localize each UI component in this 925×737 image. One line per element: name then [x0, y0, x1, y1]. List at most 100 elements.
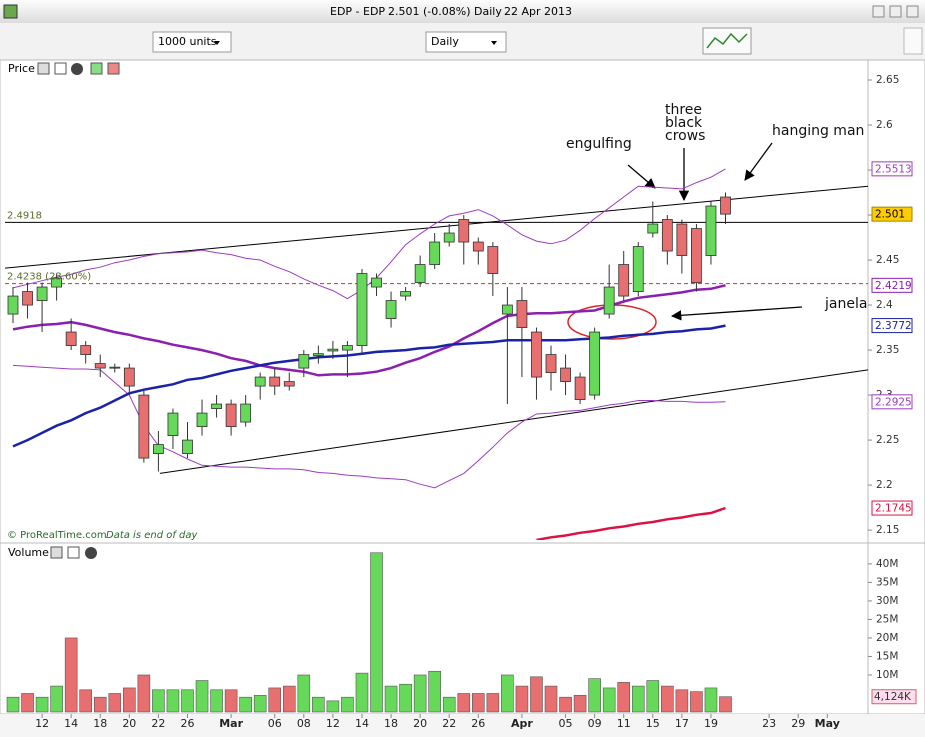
x-tick-label: 26 — [180, 717, 194, 730]
x-tick-label: May — [815, 717, 840, 730]
close-icon[interactable] — [85, 547, 97, 559]
volume-bar — [50, 685, 63, 713]
down-icon[interactable] — [107, 62, 120, 75]
dropdown-arrow — [491, 41, 497, 45]
volume-bar — [588, 678, 601, 713]
minimize-button[interactable] — [872, 5, 885, 18]
volume-bar — [370, 552, 383, 713]
x-tick-label: 29 — [791, 717, 805, 730]
candle-body — [385, 300, 397, 319]
volume-bar — [384, 685, 398, 713]
annotation: black — [665, 115, 703, 131]
volume-bar — [501, 674, 514, 713]
window-icon[interactable] — [54, 62, 67, 75]
candle-body — [211, 403, 222, 409]
candle-body — [7, 295, 19, 315]
x-tick-label: 14 — [355, 717, 369, 730]
last-value-label: 2.1745 — [875, 503, 912, 515]
candle-body — [400, 291, 412, 297]
dropdown-arrow — [214, 41, 220, 45]
volume-bar — [544, 685, 558, 713]
x-tick-label: 12 — [326, 717, 340, 730]
indicator-button[interactable] — [702, 27, 752, 55]
candle-body — [618, 264, 630, 297]
volume-bar — [442, 696, 456, 713]
window-icon[interactable] — [67, 546, 80, 559]
maximize-button[interactable] — [889, 5, 902, 18]
candle-body — [342, 345, 353, 351]
volume-bar — [675, 689, 689, 713]
volume-bar — [210, 689, 223, 713]
tool-icon[interactable] — [50, 546, 63, 559]
y-tick-label: 35M — [876, 576, 898, 588]
candle-body — [691, 228, 702, 283]
level-label: 2.4918 — [7, 210, 42, 221]
y-tick-label: 2.35 — [876, 344, 899, 356]
annotation: three — [665, 102, 702, 118]
x-tick-label: 18 — [384, 717, 398, 730]
volume-bar — [297, 674, 311, 713]
date: 22 Apr 2013 — [504, 5, 572, 18]
last-value-box — [871, 689, 917, 705]
arrow — [744, 142, 773, 181]
panel-title: Volume — [8, 546, 49, 559]
candle-body — [429, 241, 441, 265]
volume-bar — [631, 685, 645, 713]
y-tick-label: 2.25 — [876, 434, 899, 446]
close-button[interactable] — [906, 5, 919, 18]
candle-body — [516, 300, 528, 328]
volume-bar — [166, 689, 180, 713]
quantity-dropdown[interactable] — [152, 31, 232, 53]
x-tick-label: 06 — [268, 717, 282, 730]
last-value-box — [871, 206, 913, 222]
panel-title: Price — [8, 62, 35, 75]
x-tick-label: 20 — [122, 717, 136, 730]
candle-body — [414, 264, 426, 283]
last-value-box — [871, 161, 913, 177]
volume-bar — [617, 682, 631, 713]
x-tick-label: 18 — [93, 717, 107, 730]
side-button[interactable] — [903, 27, 923, 55]
candle-body — [65, 331, 77, 346]
candle-body — [240, 403, 252, 423]
candle-body — [109, 366, 121, 369]
x-tick-label: 05 — [559, 717, 573, 730]
price-panel — [0, 59, 925, 544]
volume-bar — [268, 687, 282, 713]
annotation: janela — [824, 296, 867, 312]
candle-body — [153, 444, 164, 454]
candle-body — [182, 439, 193, 454]
period-dropdown[interactable] — [425, 31, 507, 53]
candle-body — [80, 345, 92, 355]
close-icon[interactable] — [71, 63, 83, 75]
candle-body — [356, 273, 368, 346]
candle-body — [501, 304, 513, 315]
x-axis-bar — [0, 714, 925, 737]
level-label: 2.4238 (23.60%) — [7, 272, 91, 283]
up-icon[interactable] — [90, 62, 103, 75]
indicator-line — [12, 324, 726, 448]
x-tick-label: 22 — [442, 717, 456, 730]
candle-body — [705, 205, 717, 256]
volume-bar — [428, 670, 441, 713]
volume-bar — [253, 695, 267, 713]
title-bar — [0, 0, 925, 23]
candle-body — [458, 219, 470, 243]
candle-body — [531, 331, 542, 378]
y-tick-label: 10M — [876, 669, 898, 681]
candle-body — [371, 277, 382, 288]
tool-icon[interactable] — [37, 62, 50, 75]
volume-bar — [224, 689, 238, 713]
candle-body — [487, 246, 499, 274]
candle-body — [312, 353, 324, 356]
candle-body — [94, 363, 106, 369]
candle-body — [443, 232, 455, 243]
x-tick-label: 20 — [413, 717, 427, 730]
volume-bar — [137, 674, 151, 713]
price-plot — [5, 168, 868, 540]
volume-plot — [6, 552, 732, 713]
volume-bar — [661, 685, 674, 713]
candle-body — [589, 331, 601, 396]
last-value-box — [871, 277, 913, 293]
arrow — [627, 164, 656, 189]
